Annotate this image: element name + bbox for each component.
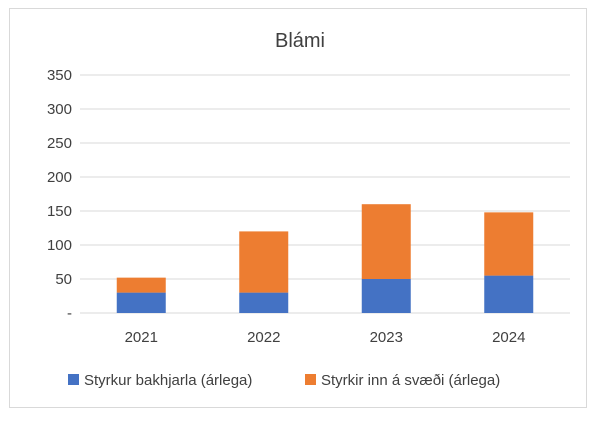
legend-swatch-2	[305, 374, 316, 385]
y-tick-label: 50	[55, 271, 72, 288]
y-tick-label: 250	[47, 135, 72, 152]
y-tick-label: -	[67, 305, 72, 322]
y-tick-label: 200	[47, 169, 72, 186]
legend-swatch-1	[68, 374, 79, 385]
bar-2024-series-2	[484, 212, 534, 276]
y-tick-label: 100	[47, 237, 72, 254]
bar-2024-series-1	[484, 275, 534, 313]
chart-title: Blámi	[275, 30, 325, 52]
legend: Styrkur bakhjarla (árlega) Styrkir inn á …	[68, 372, 500, 389]
bar-2022-series-1	[239, 292, 289, 313]
x-axis-labels: 2021 2022 2023 2024	[125, 329, 526, 346]
legend-label-2: Styrkir inn á svæði (árlega)	[321, 372, 500, 389]
bar-2021-series-2	[116, 277, 166, 293]
y-axis-labels: - 50 100 150 200 250 300 350	[47, 67, 72, 322]
bar-2023-series-1	[361, 279, 411, 313]
y-tick-label: 300	[47, 101, 72, 118]
x-tick-label: 2023	[370, 329, 403, 346]
bars	[116, 204, 534, 313]
legend-label-1: Styrkur bakhjarla (árlega)	[84, 372, 252, 389]
x-tick-label: 2022	[247, 329, 280, 346]
x-tick-label: 2021	[125, 329, 158, 346]
x-tick-label: 2024	[492, 329, 525, 346]
bar-2021-series-1	[116, 292, 166, 313]
y-tick-label: 150	[47, 203, 72, 220]
bar-2022-series-2	[239, 231, 289, 293]
y-tick-label: 350	[47, 67, 72, 84]
bar-2023-series-2	[361, 204, 411, 279]
